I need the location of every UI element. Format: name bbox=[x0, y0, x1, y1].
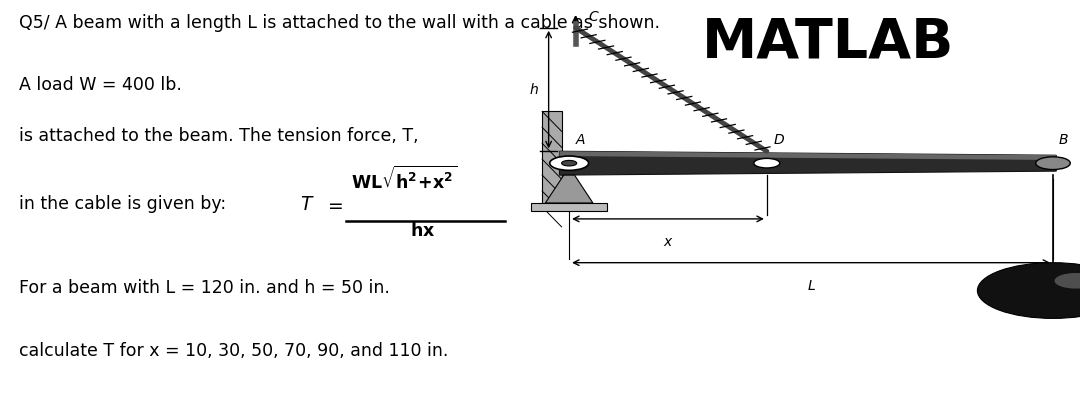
Circle shape bbox=[562, 160, 577, 166]
Polygon shape bbox=[545, 175, 593, 203]
Text: A load W = 400 lb.: A load W = 400 lb. bbox=[19, 76, 183, 94]
Text: x: x bbox=[664, 235, 672, 249]
Text: C: C bbox=[589, 10, 598, 24]
Circle shape bbox=[550, 156, 589, 170]
Polygon shape bbox=[531, 203, 607, 211]
Polygon shape bbox=[559, 151, 1056, 160]
Text: Q5/ A beam with a length L is attached to the wall with a cable as shown.: Q5/ A beam with a length L is attached t… bbox=[19, 14, 661, 32]
Text: in the cable is given by:: in the cable is given by: bbox=[19, 195, 232, 213]
Polygon shape bbox=[559, 151, 1056, 175]
Text: $\mathbf{WL\sqrt{h^2\!+\!x^2}}$: $\mathbf{WL\sqrt{h^2\!+\!x^2}}$ bbox=[351, 165, 457, 193]
Text: $\mathbf{\mathit{T}}$: $\mathbf{\mathit{T}}$ bbox=[300, 195, 315, 214]
Polygon shape bbox=[542, 111, 562, 207]
Text: h: h bbox=[529, 82, 538, 97]
Text: A: A bbox=[576, 133, 585, 147]
Text: For a beam with L = 120 in. and h = 50 in.: For a beam with L = 120 in. and h = 50 i… bbox=[19, 279, 390, 297]
Circle shape bbox=[1036, 157, 1070, 170]
Circle shape bbox=[977, 263, 1080, 318]
Circle shape bbox=[1054, 273, 1080, 289]
Circle shape bbox=[754, 158, 780, 168]
Text: B: B bbox=[1058, 133, 1068, 147]
Text: calculate T for x = 10, 30, 50, 70, 90, and 110 in.: calculate T for x = 10, 30, 50, 70, 90, … bbox=[19, 342, 449, 360]
Text: $=$: $=$ bbox=[324, 195, 343, 214]
Text: L: L bbox=[807, 279, 815, 293]
Text: $\mathbf{hx}$: $\mathbf{hx}$ bbox=[410, 222, 435, 240]
Text: MATLAB: MATLAB bbox=[702, 16, 955, 70]
Text: is attached to the beam. The tension force, T,: is attached to the beam. The tension for… bbox=[19, 127, 419, 145]
Text: D: D bbox=[773, 133, 784, 147]
